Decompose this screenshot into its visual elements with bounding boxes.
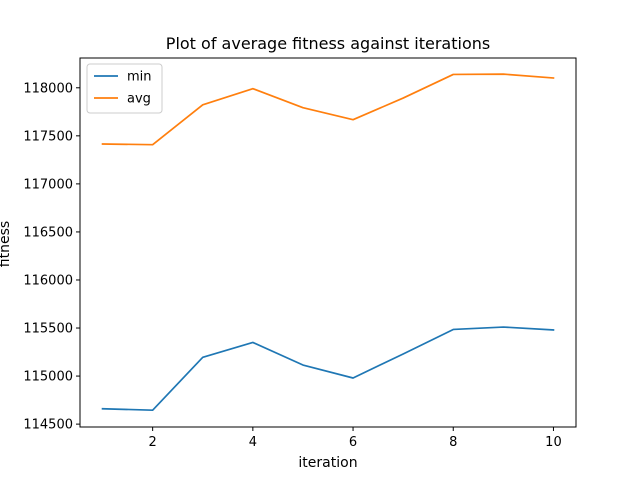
y-tick-label: 118000 — [23, 81, 73, 96]
series-line-avg — [101, 73, 555, 146]
x-tick-label: 2 — [149, 435, 157, 450]
plot-area: 2 4 6 8 10 114500 115000 115500 116000 116500 1170… — [23, 57, 577, 450]
series-line-min — [101, 326, 555, 412]
y-tick-label: 115000 — [23, 370, 73, 385]
legend-label-min: min — [127, 70, 152, 85]
x-tick-label: 8 — [449, 435, 457, 450]
chart-title: Plot of average fitness against iteratio… — [166, 34, 490, 53]
y-axis-label: fitness — [0, 221, 13, 267]
y-tick-label: 117000 — [23, 177, 73, 192]
legend-label-avg: avg — [127, 92, 151, 107]
y-tick-label: 116000 — [23, 273, 73, 288]
x-axis-label: iteration — [298, 455, 357, 471]
y-tick-label: 114500 — [23, 418, 73, 433]
y-tick-label: 117500 — [23, 129, 73, 144]
y-tick-label: 115500 — [23, 322, 73, 337]
y-tick-label: 116500 — [23, 225, 73, 240]
x-tick-label: 6 — [349, 435, 357, 450]
x-tick-label: 10 — [545, 435, 562, 450]
legend: min avg — [86, 63, 163, 114]
axes-frame — [79, 57, 577, 428]
x-tick-label: 4 — [249, 435, 257, 450]
